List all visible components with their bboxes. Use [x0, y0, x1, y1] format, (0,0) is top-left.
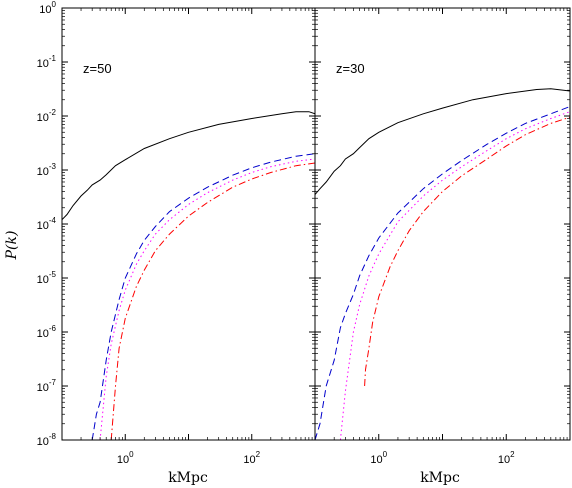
series-dashdot-line	[364, 116, 570, 387]
x-tick-label: 102	[243, 450, 260, 466]
panel-1: 100 102 100 10-1 10-2 10-3 10-4 10-5 10-6 10-7 10-…	[37, 0, 316, 466]
y-tick-label: 10-8	[37, 432, 57, 448]
y-tick-label: 10-4	[37, 216, 57, 232]
series-solid-line	[315, 88, 570, 195]
series-group	[62, 111, 315, 440]
panel-2: 100 102 z=30	[314, 7, 571, 466]
series-dashed-line	[91, 153, 315, 440]
panel-annotation: z=30	[336, 61, 365, 76]
panel-annotation: z=50	[83, 61, 112, 76]
y-tick-label: 100	[39, 0, 56, 16]
y-tick-label: 10-7	[37, 378, 57, 394]
x-tick-label: 100	[370, 450, 387, 466]
series-group	[315, 88, 570, 440]
y-tick-label: 10-6	[37, 324, 57, 340]
panels: 100 102 100 10-1 10-2 10-3 10-4 10-5 10-6 10-7 10-…	[37, 0, 571, 466]
y-tick-label: 10-2	[37, 108, 57, 124]
y-axis-title: P(k)	[4, 231, 20, 261]
x-axis-title-right: kMpc	[420, 470, 460, 486]
series-solid-line	[62, 111, 315, 221]
y-tick-label: 10-3	[37, 162, 57, 178]
series-dashed-line	[315, 106, 570, 440]
series-dashdot-line	[110, 162, 315, 440]
series-dotted-line	[99, 158, 315, 440]
x-tick-label: 100	[117, 450, 134, 466]
series-dotted-line	[339, 111, 570, 440]
x-tick-label: 102	[498, 450, 515, 466]
y-tick-label: 10-5	[37, 270, 57, 286]
y-tick-label: 10-1	[37, 54, 57, 70]
x-axis-title-left: kMpc	[168, 470, 208, 486]
